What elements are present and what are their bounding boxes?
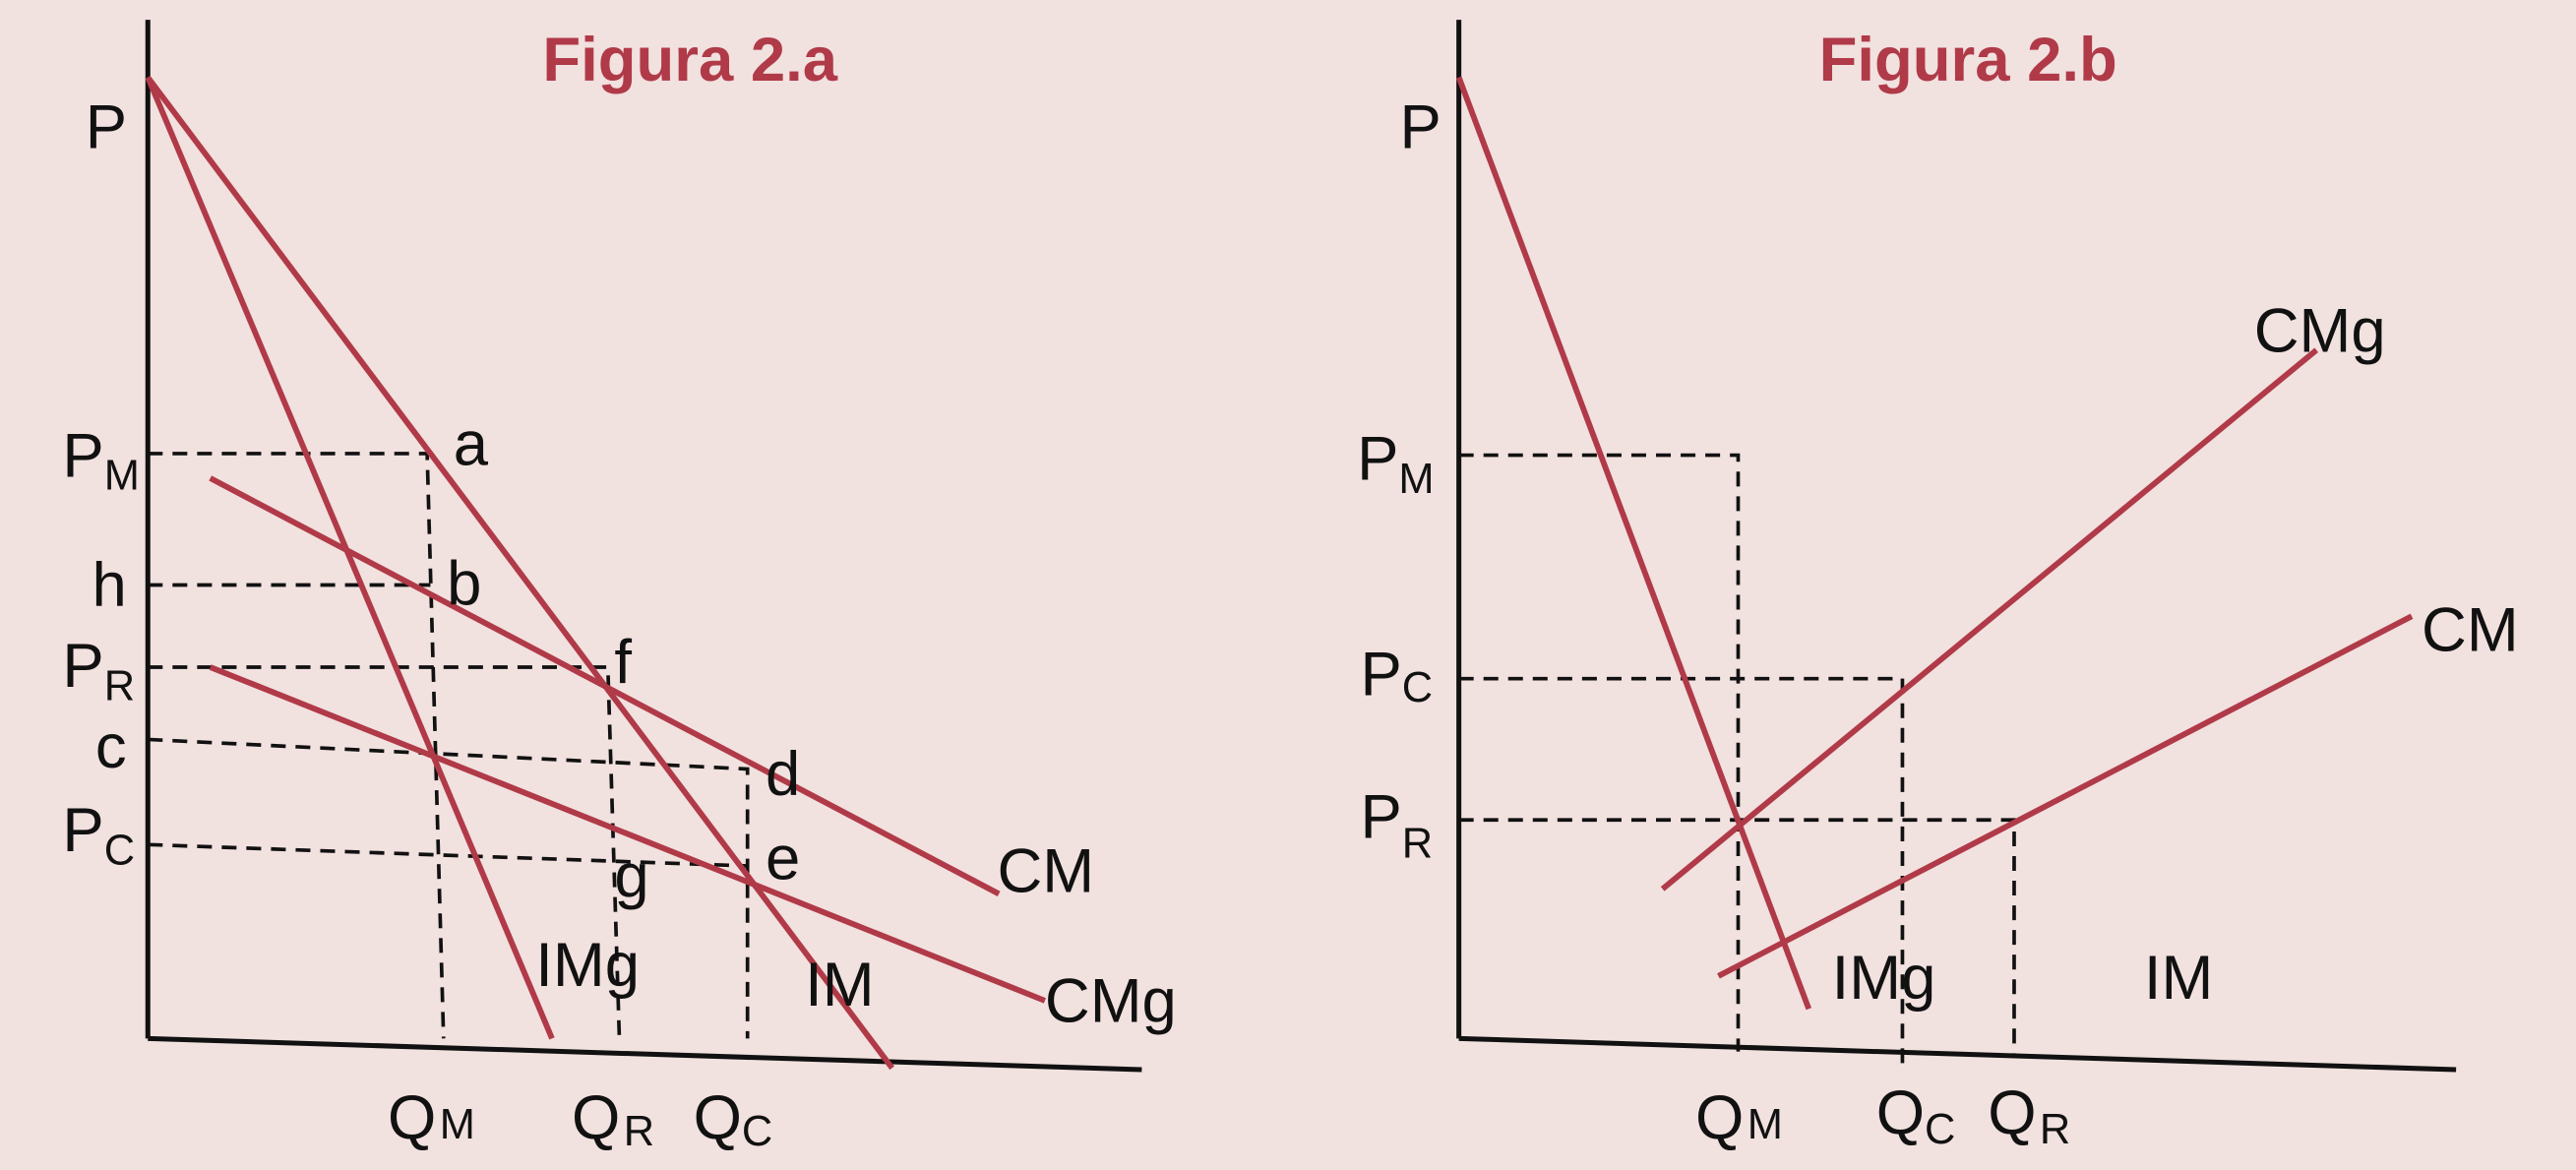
label-base: h [92,551,127,620]
price-label: h [92,551,127,620]
label-sub: M [440,1101,475,1148]
axis-label: P [86,92,127,161]
figure-title: Figura 2.b [1819,26,2117,94]
curve-label: CMg [1045,967,1177,1036]
marginal-revenue-curve [145,76,555,1040]
label-base: Q [694,1083,742,1152]
demand-curve [145,75,894,1071]
label-sub: M [1748,1101,1783,1148]
label-sub: C [104,827,135,874]
point-label: e [766,824,800,893]
label-sub: C [1402,664,1433,711]
label-sub: R [1402,821,1433,868]
x-axis [1458,1035,2457,1073]
curve-label: IM [2144,944,2213,1013]
quantity-label: QC [694,1083,773,1155]
guide-line [1458,453,1741,1052]
quantity-label: QC [1876,1078,1956,1153]
label-base: P [62,796,103,865]
label-base: Q [1988,1078,2036,1147]
label-base: Q [572,1083,620,1152]
axis-label: P [1400,92,1441,161]
price-label: PC [1360,640,1433,711]
marginal-cost-curve [1660,347,2319,892]
guide-line [148,665,622,1039]
label-base: P [1360,783,1401,852]
curve-label: CM [997,837,1094,906]
price-label: PM [62,421,139,499]
figure-title: Figura 2.a [542,26,837,94]
point-label: f [614,629,632,698]
label-base: Q [1876,1078,1925,1147]
average-cost-curve [1717,613,2414,979]
label-sub: R [104,662,135,709]
x-axis [148,1035,1142,1073]
label-base: P [62,421,103,490]
guide-line [148,737,750,1039]
label-sub: C [742,1108,772,1155]
price-label: c [95,712,127,781]
label-sub: M [104,453,140,500]
label-base: P [1360,640,1401,708]
label-sub: M [1398,456,1434,503]
label-sub: R [2040,1106,2070,1153]
curve-label: IM [805,951,874,1019]
point-label: d [766,740,800,809]
curve-label: CM [2422,595,2519,664]
price-label: PR [1360,783,1433,868]
curve-label: IMg [535,931,640,1000]
label-base: Q [1695,1083,1744,1152]
curve-label: IMg [1832,944,1936,1013]
marginal-revenue-curve [1455,76,1812,1011]
point-label: b [447,550,481,619]
point-label: a [454,410,489,479]
label-base: P [62,632,103,701]
price-label: PM [1357,425,1434,503]
label-base: c [95,712,127,781]
label-sub: R [624,1108,654,1155]
label-sub: C [1925,1106,1955,1153]
curve-label: CMg [2254,296,2386,365]
label-base: P [1357,425,1398,494]
marginal-cost-curve [209,664,1046,1004]
average-cost-curve [209,475,1001,896]
label-base: Q [388,1083,436,1152]
point-label: g [614,842,648,911]
price-label: PR [62,632,135,709]
guide-line [148,842,748,868]
price-label: PC [62,796,135,874]
